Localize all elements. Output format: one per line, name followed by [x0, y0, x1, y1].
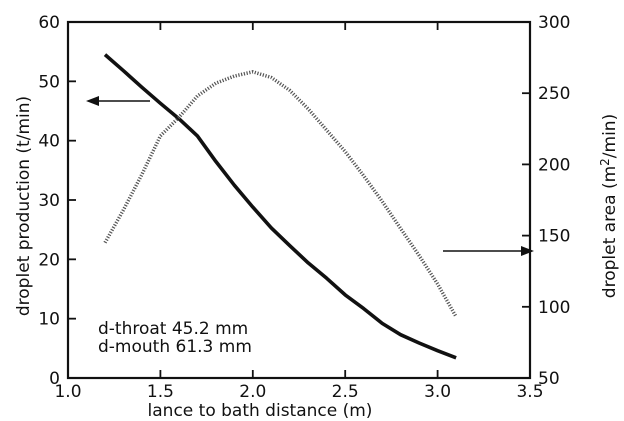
y-right-axis-label: droplet area (m2/min) — [598, 114, 620, 298]
x-tick-label: 1.5 — [147, 382, 174, 402]
x-axis-label: lance to bath distance (m) — [148, 401, 373, 421]
y-right-label-suffix: /min) — [600, 114, 620, 158]
x-tick-label: 3.5 — [516, 382, 543, 402]
y-right-tick-label: 250 — [538, 84, 570, 104]
right-axis-arrow-head — [521, 246, 534, 256]
y-right-tick-label: 150 — [538, 227, 570, 247]
y-left-tick-label: 60 — [38, 13, 60, 33]
y-left-tick-label: 30 — [38, 191, 60, 211]
y-right-tick-label: 100 — [538, 298, 570, 318]
left-axis-arrow-head — [86, 96, 99, 106]
x-tick-label: 2.0 — [239, 382, 266, 402]
x-tick-label: 2.5 — [332, 382, 359, 402]
y-left-tick-label: 40 — [38, 132, 60, 152]
x-tick-label: 1.0 — [54, 382, 81, 402]
x-tick-label: 3.0 — [424, 382, 451, 402]
y-right-label-sup: 2 — [598, 158, 612, 166]
y-left-tick-label: 10 — [38, 310, 60, 330]
y-left-axis-label: droplet production (t/min) — [14, 96, 34, 316]
axis-arrows — [86, 96, 534, 256]
annotation-d-throat: d-throat 45.2 mm — [98, 319, 248, 339]
y-right-tick-label: 50 — [538, 369, 560, 389]
y-left-tick-label: 0 — [49, 369, 60, 389]
annotation-d-mouth: d-mouth 61.3 mm — [98, 337, 252, 357]
series-lines — [103, 53, 458, 360]
series-droplet-production-line — [103, 53, 457, 360]
y-right-tick-label: 300 — [538, 13, 570, 33]
y-left-tick-label: 20 — [38, 250, 60, 270]
tick-labels: 1.0 1.5 2.0 2.5 3.0 3.5 0 10 20 30 40 50 60 50 100 150 2… — [38, 13, 570, 402]
tick-marks — [67, 21, 531, 379]
y-right-label-prefix: droplet area (m — [600, 166, 620, 298]
series-droplet-area-line — [103, 70, 458, 318]
y-left-tick-label: 50 — [38, 72, 60, 92]
y-right-tick-label: 200 — [538, 155, 570, 175]
